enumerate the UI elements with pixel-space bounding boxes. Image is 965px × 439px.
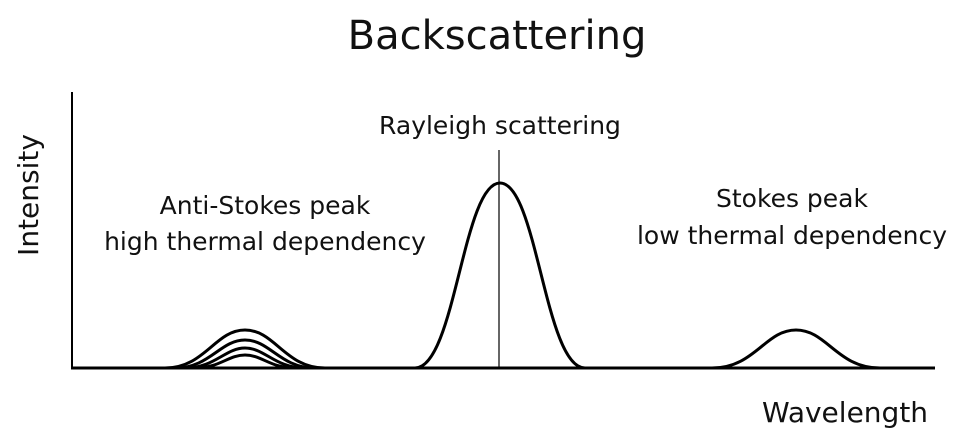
anti-stokes-curve xyxy=(164,328,326,370)
anti-stokes-label: Anti-Stokes peak xyxy=(160,191,371,220)
y-axis-label: Intensity xyxy=(12,134,45,256)
stokes-curve xyxy=(711,328,881,370)
x-axis-label: Wavelength xyxy=(762,396,928,429)
anti-stokes-curve xyxy=(184,346,306,370)
title: Backscattering xyxy=(348,13,647,59)
anti-stokes-note: high thermal dependency xyxy=(104,227,426,256)
anti-stokes-curve xyxy=(194,353,296,370)
stokes-label: Stokes peak xyxy=(716,184,868,213)
rayleigh-curve xyxy=(414,181,586,370)
anti-stokes-curve xyxy=(174,338,316,370)
rayleigh-label: Rayleigh scattering xyxy=(379,111,621,140)
stokes-note: low thermal dependency xyxy=(637,221,947,250)
